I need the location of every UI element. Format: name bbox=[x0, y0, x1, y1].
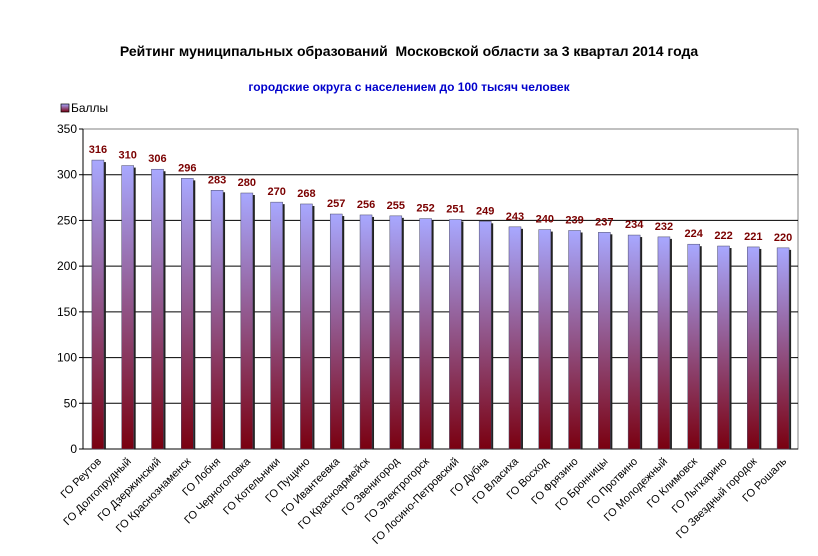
legend-swatch bbox=[60, 103, 70, 113]
bar bbox=[389, 215, 403, 450]
data-label: 255 bbox=[387, 200, 405, 212]
data-label: 316 bbox=[89, 144, 107, 156]
y-tick-label: 200 bbox=[57, 259, 77, 273]
data-label: 220 bbox=[774, 232, 792, 244]
bar bbox=[210, 190, 224, 450]
y-tick-label: 50 bbox=[64, 396, 78, 410]
y-tick-label: 0 bbox=[70, 442, 77, 456]
data-label: 306 bbox=[148, 153, 166, 165]
legend: Баллы bbox=[60, 101, 108, 115]
bar bbox=[508, 226, 522, 450]
y-tick-label: 250 bbox=[57, 213, 77, 227]
bar bbox=[91, 159, 105, 450]
data-label: 232 bbox=[655, 221, 673, 233]
bar bbox=[329, 213, 343, 450]
data-label: 252 bbox=[416, 203, 434, 215]
y-tick-label: 100 bbox=[57, 351, 77, 365]
bar bbox=[478, 221, 492, 450]
bar bbox=[657, 236, 671, 450]
bar bbox=[270, 201, 283, 450]
data-label: 280 bbox=[238, 177, 256, 189]
y-axis: 0 50 100 150 200 250 300 350 bbox=[57, 122, 798, 456]
bar bbox=[747, 246, 760, 450]
data-label: 224 bbox=[685, 228, 704, 240]
data-label: 283 bbox=[208, 174, 226, 186]
bar bbox=[359, 214, 373, 450]
data-label: 243 bbox=[506, 211, 524, 223]
bar bbox=[627, 234, 641, 450]
bar bbox=[449, 219, 462, 450]
bar bbox=[717, 245, 730, 450]
bar bbox=[181, 178, 194, 450]
y-tick-label: 350 bbox=[57, 122, 77, 136]
data-label: 256 bbox=[357, 199, 375, 211]
y-tick-label: 300 bbox=[57, 168, 77, 182]
data-label: 237 bbox=[595, 216, 613, 228]
data-label: 310 bbox=[119, 150, 137, 162]
data-label: 239 bbox=[565, 214, 583, 226]
bar bbox=[598, 232, 611, 450]
bar bbox=[151, 168, 164, 450]
data-labels: 316 310 306 296 283 280 270 268 257 256 255 252 251 2… bbox=[89, 144, 793, 244]
data-label: 234 bbox=[625, 219, 644, 231]
bar bbox=[687, 243, 700, 450]
data-label: 296 bbox=[178, 162, 196, 174]
chart-title: Рейтинг муниципальных образований Москов… bbox=[119, 43, 699, 59]
bar bbox=[568, 230, 581, 450]
data-label: 222 bbox=[714, 230, 732, 242]
bar bbox=[121, 165, 134, 450]
bar bbox=[538, 229, 552, 450]
bars bbox=[91, 159, 792, 450]
data-label: 270 bbox=[267, 186, 285, 198]
plot-area bbox=[82, 128, 799, 450]
data-label: 221 bbox=[744, 231, 762, 243]
bar bbox=[419, 218, 432, 450]
legend-label: Баллы bbox=[71, 101, 108, 115]
data-label: 257 bbox=[327, 198, 345, 210]
bar bbox=[776, 247, 790, 450]
gridlines bbox=[83, 174, 798, 404]
chart-subtitle: городские округа с населением до 100 тыс… bbox=[248, 80, 570, 94]
data-label: 251 bbox=[446, 204, 464, 216]
bar bbox=[300, 203, 313, 450]
data-label: 268 bbox=[297, 188, 315, 200]
data-label: 249 bbox=[476, 205, 494, 217]
y-tick-label: 150 bbox=[57, 305, 77, 319]
data-label: 240 bbox=[536, 214, 554, 226]
bar bbox=[240, 192, 254, 450]
